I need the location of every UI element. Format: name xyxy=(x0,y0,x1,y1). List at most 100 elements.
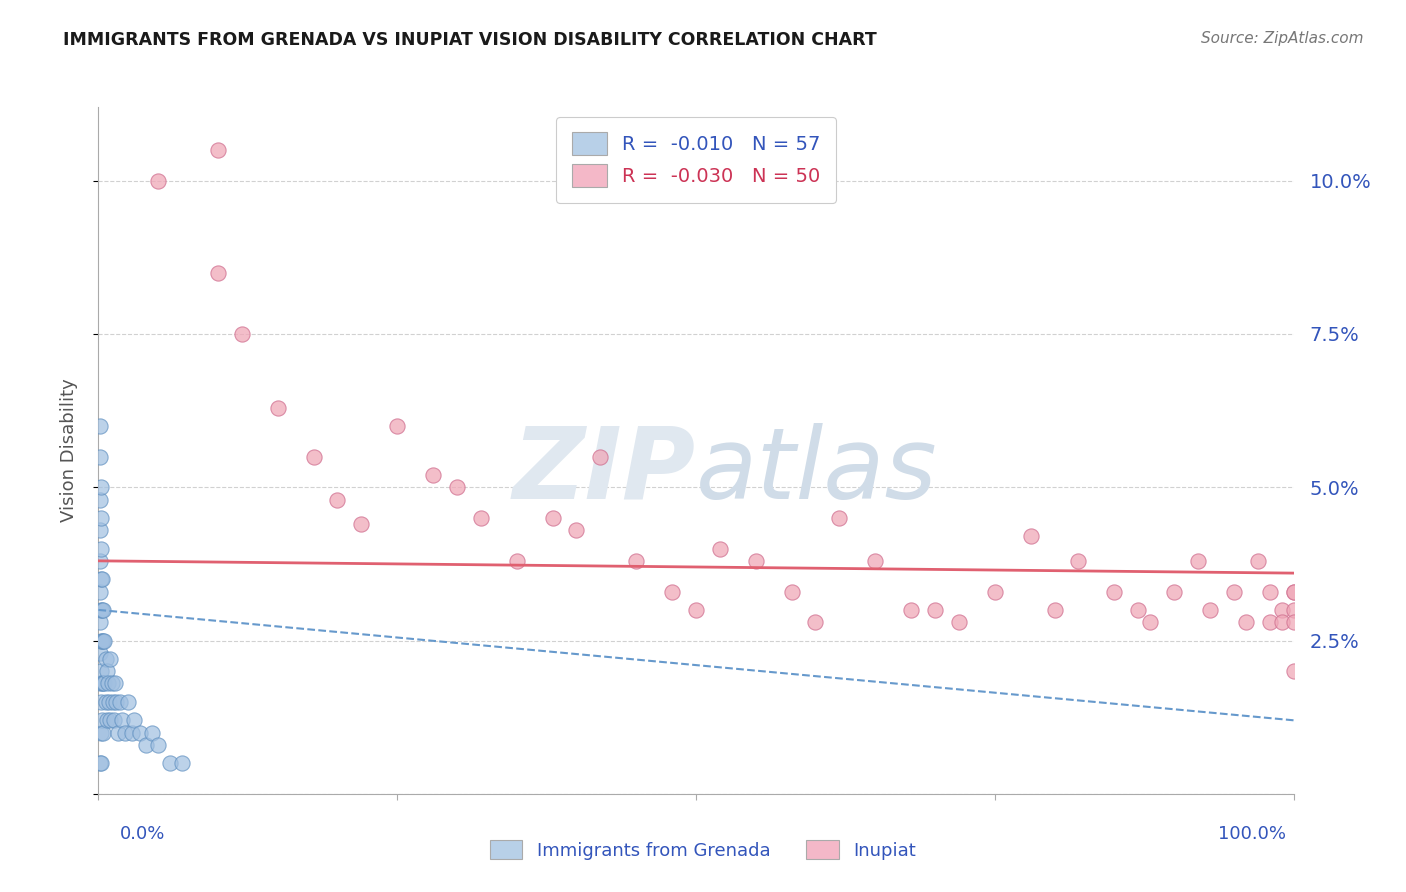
Point xyxy=(90,541,112,556)
Point xyxy=(91,603,114,617)
Point xyxy=(1247,554,1270,568)
Point xyxy=(709,541,731,556)
Point xyxy=(1282,584,1305,599)
Point xyxy=(745,554,768,568)
Point xyxy=(984,584,1007,599)
Point xyxy=(148,173,170,187)
Text: atlas: atlas xyxy=(696,423,938,519)
Point xyxy=(685,603,707,617)
Point xyxy=(108,695,131,709)
Legend: R =  -0.010   N = 57, R =  -0.030   N = 50: R = -0.010 N = 57, R = -0.030 N = 50 xyxy=(555,117,837,202)
Point xyxy=(89,615,111,630)
Point xyxy=(541,511,564,525)
Point xyxy=(159,756,181,771)
Point xyxy=(90,664,112,678)
Point xyxy=(1139,615,1161,630)
Point xyxy=(470,511,492,525)
Point xyxy=(1258,584,1281,599)
Point xyxy=(91,676,114,690)
Point xyxy=(422,467,444,482)
Point xyxy=(804,615,827,630)
Point xyxy=(350,516,373,531)
Point xyxy=(93,676,115,690)
Point xyxy=(865,554,887,568)
Point xyxy=(900,603,922,617)
Point xyxy=(1282,584,1305,599)
Point xyxy=(89,554,111,568)
Point xyxy=(121,725,143,739)
Point xyxy=(924,603,946,617)
Point xyxy=(107,725,129,739)
Y-axis label: Vision Disability: Vision Disability xyxy=(59,378,77,523)
Point xyxy=(1067,554,1090,568)
Point xyxy=(135,738,157,752)
Point xyxy=(114,725,136,739)
Point xyxy=(101,695,124,709)
Point xyxy=(1282,603,1305,617)
Point xyxy=(1019,529,1042,543)
Legend: Immigrants from Grenada, Inupiat: Immigrants from Grenada, Inupiat xyxy=(482,833,924,867)
Point xyxy=(91,714,114,728)
Point xyxy=(1187,554,1209,568)
Point xyxy=(91,572,114,586)
Point xyxy=(1163,584,1185,599)
Point xyxy=(91,633,114,648)
Point xyxy=(91,725,114,739)
Point xyxy=(96,714,118,728)
Point xyxy=(780,584,803,599)
Point xyxy=(1271,603,1294,617)
Point xyxy=(828,511,851,525)
Point xyxy=(207,266,229,280)
Point xyxy=(91,603,114,617)
Point xyxy=(172,756,194,771)
Point xyxy=(1223,584,1246,599)
Text: ZIP: ZIP xyxy=(513,423,696,519)
Point xyxy=(1234,615,1257,630)
Point xyxy=(129,725,152,739)
Point xyxy=(1282,664,1305,678)
Point xyxy=(565,523,588,537)
Point xyxy=(98,652,122,666)
Point xyxy=(124,714,146,728)
Point xyxy=(89,492,111,507)
Point xyxy=(97,676,120,690)
Point xyxy=(90,695,112,709)
Point xyxy=(91,633,114,648)
Point xyxy=(1128,603,1150,617)
Point xyxy=(89,584,111,599)
Point xyxy=(96,664,118,678)
Point xyxy=(89,676,111,690)
Point xyxy=(105,695,128,709)
Point xyxy=(89,418,111,433)
Point xyxy=(589,450,612,464)
Text: IMMIGRANTS FROM GRENADA VS INUPIAT VISION DISABILITY CORRELATION CHART: IMMIGRANTS FROM GRENADA VS INUPIAT VISIO… xyxy=(63,31,877,49)
Point xyxy=(90,572,112,586)
Point xyxy=(661,584,683,599)
Point xyxy=(231,326,253,341)
Text: 0.0%: 0.0% xyxy=(120,825,165,843)
Point xyxy=(117,695,139,709)
Point xyxy=(93,633,115,648)
Point xyxy=(1199,603,1222,617)
Point xyxy=(506,554,529,568)
Point xyxy=(326,492,349,507)
Point xyxy=(89,450,111,464)
Point xyxy=(90,480,112,494)
Point xyxy=(446,480,468,494)
Point xyxy=(91,676,114,690)
Point xyxy=(98,695,121,709)
Point xyxy=(267,401,290,415)
Point xyxy=(89,756,111,771)
Text: Source: ZipAtlas.com: Source: ZipAtlas.com xyxy=(1201,31,1364,46)
Point xyxy=(111,714,134,728)
Point xyxy=(94,695,117,709)
Point xyxy=(1043,603,1066,617)
Point xyxy=(89,523,111,537)
Point xyxy=(90,511,112,525)
Point xyxy=(103,714,125,728)
Text: 100.0%: 100.0% xyxy=(1219,825,1286,843)
Point xyxy=(207,143,229,157)
Point xyxy=(1271,615,1294,630)
Point xyxy=(1258,615,1281,630)
Point xyxy=(98,714,122,728)
